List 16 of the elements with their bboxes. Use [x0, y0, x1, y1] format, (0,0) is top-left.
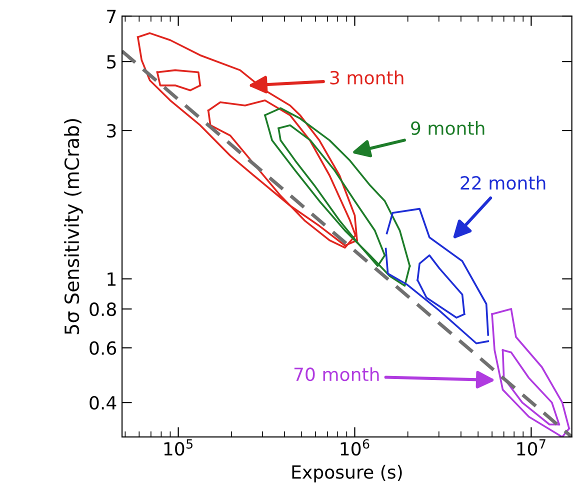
y-tick-label: 0.8 — [90, 302, 116, 316]
y-tick-label: 3 — [107, 124, 116, 138]
text: 70 month — [294, 367, 379, 382]
legend-label: 3 month — [330, 70, 404, 84]
y-tick-label: 1 — [108, 272, 116, 286]
y-tick-label: 0.4 — [90, 396, 116, 410]
x-tick-label: 10$^{7}$ — [517, 439, 546, 456]
text: 9 month — [411, 121, 484, 135]
y-tick-label: 5 — [107, 55, 116, 69]
x-tick-label: 10$^{5}$ — [164, 439, 192, 456]
y-tick-label: 7 — [107, 10, 116, 23]
y-axis-title: 5σ Sensitivity (mCrab) — [64, 119, 83, 334]
y-tick-label: 0.6 — [90, 341, 116, 355]
text: 22 month — [460, 176, 546, 190]
x-tick-label: 10$^{6}$ — [340, 439, 370, 456]
x-axis-title: Exposure (s) — [292, 464, 402, 482]
